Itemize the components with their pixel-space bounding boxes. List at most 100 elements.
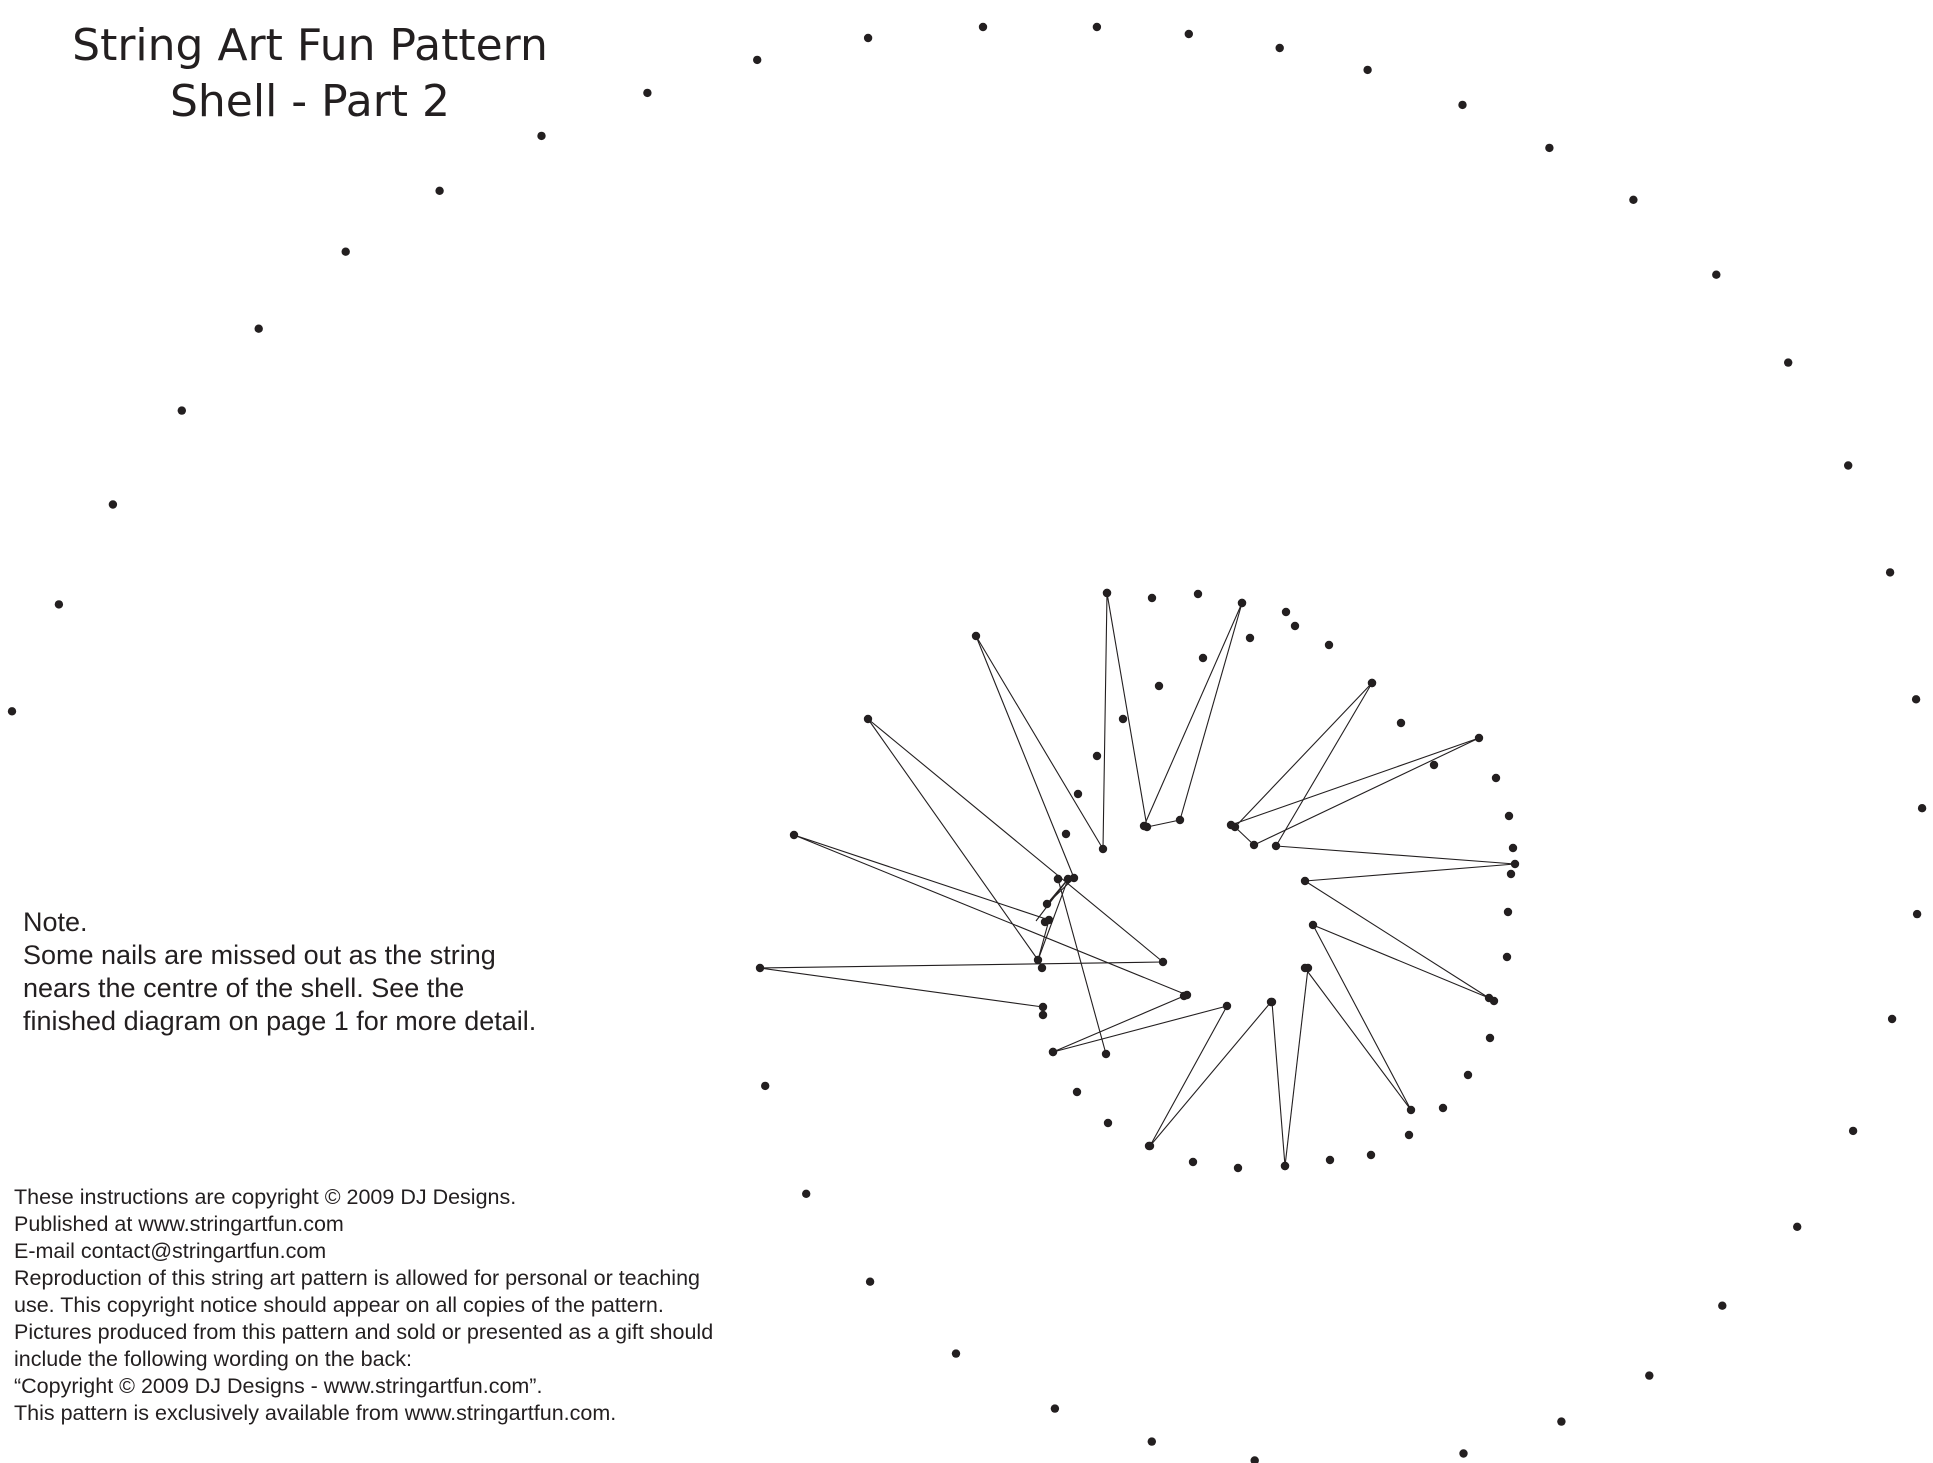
string-line bbox=[1304, 967, 1412, 1111]
copyright-line: These instructions are copyright © 2009 … bbox=[14, 1185, 517, 1209]
inner-nail bbox=[1504, 811, 1514, 821]
copyright-line: Published at www.stringartfun.com bbox=[14, 1212, 344, 1236]
inner-nail bbox=[1366, 1150, 1376, 1160]
string-line bbox=[759, 967, 1044, 1008]
note-line: Some nails are missed out as the string bbox=[23, 940, 496, 970]
inner-nail bbox=[1485, 1033, 1495, 1043]
string-nail bbox=[1158, 957, 1168, 967]
string-nail bbox=[1182, 990, 1192, 1000]
string-nail bbox=[1139, 821, 1149, 831]
string-nail bbox=[1280, 1161, 1290, 1171]
outer-nail bbox=[1557, 1417, 1566, 1426]
string-nail bbox=[1226, 820, 1236, 830]
string-nail bbox=[755, 963, 765, 973]
copyright-line: include the following wording on the bac… bbox=[14, 1347, 413, 1371]
string-nail bbox=[1300, 963, 1310, 973]
string-line bbox=[1179, 602, 1243, 821]
string-line bbox=[793, 834, 1188, 996]
string-lines bbox=[759, 592, 1516, 1167]
string-line bbox=[1046, 878, 1069, 905]
outer-nail bbox=[108, 500, 118, 509]
inner-nail bbox=[1118, 714, 1128, 724]
inner-nail bbox=[1290, 621, 1300, 631]
string-nail bbox=[1406, 1105, 1416, 1115]
note-line: finished diagram on page 1 for more deta… bbox=[23, 1006, 537, 1036]
string-nail bbox=[1237, 598, 1247, 608]
nail-points bbox=[7, 22, 1927, 1463]
string-line bbox=[1284, 967, 1309, 1167]
inner-nail bbox=[1061, 829, 1071, 839]
string-nail bbox=[1053, 874, 1063, 884]
string-nail bbox=[1102, 588, 1112, 598]
string-nail bbox=[1145, 1141, 1155, 1151]
string-nail bbox=[1042, 899, 1052, 909]
string-line bbox=[1037, 919, 1050, 961]
string-nail bbox=[1308, 920, 1318, 930]
outer-nail bbox=[1629, 195, 1638, 204]
copyright-line: “Copyright © 2009 DJ Designs - www.strin… bbox=[14, 1374, 543, 1398]
outer-nail bbox=[1275, 43, 1284, 53]
inner-nail bbox=[1193, 589, 1203, 599]
string-line bbox=[1312, 924, 1412, 1111]
outer-nail bbox=[1887, 1014, 1897, 1024]
title-line-2: Shell - Part 2 bbox=[169, 76, 451, 127]
string-line bbox=[759, 961, 1164, 969]
string-nail bbox=[1038, 1002, 1048, 1012]
outer-nail bbox=[1147, 1437, 1157, 1446]
inner-nail bbox=[1438, 1103, 1448, 1113]
string-line bbox=[1102, 592, 1108, 850]
string-line bbox=[1143, 602, 1243, 827]
inner-nail bbox=[1188, 1157, 1198, 1167]
inner-nail bbox=[1103, 1118, 1113, 1128]
string-line bbox=[1146, 819, 1181, 828]
outer-nail bbox=[254, 324, 263, 333]
outer-nail bbox=[1911, 695, 1921, 704]
copyright-line: This pattern is exclusively available fr… bbox=[14, 1401, 617, 1425]
outer-nail bbox=[802, 1189, 811, 1199]
string-line bbox=[1275, 682, 1373, 847]
outer-nail bbox=[1793, 1222, 1802, 1232]
string-line bbox=[1149, 1001, 1272, 1147]
outer-nail bbox=[761, 1081, 770, 1091]
string-nail bbox=[1101, 1049, 1111, 1059]
note-block: Note. Some nails are missed out as the s… bbox=[23, 906, 613, 1038]
string-line bbox=[1149, 1005, 1228, 1147]
inner-nail bbox=[1508, 843, 1518, 853]
string-line bbox=[975, 635, 1104, 850]
outer-nail bbox=[978, 22, 988, 32]
inner-nail bbox=[1198, 653, 1208, 663]
outer-nail bbox=[1545, 143, 1554, 153]
string-line bbox=[1234, 826, 1255, 846]
string-nail bbox=[971, 631, 981, 641]
inner-nail bbox=[1147, 593, 1157, 603]
outer-nail bbox=[1645, 1371, 1654, 1380]
inner-nail bbox=[1037, 963, 1047, 973]
outer-nail bbox=[341, 247, 350, 256]
outer-nail bbox=[753, 55, 762, 65]
string-nail bbox=[1063, 874, 1073, 884]
string-line bbox=[1275, 845, 1516, 865]
outer-nail bbox=[1459, 1449, 1468, 1458]
string-nail bbox=[1510, 859, 1520, 869]
string-line bbox=[1234, 682, 1373, 828]
string-nail bbox=[789, 830, 799, 840]
string-nail bbox=[1044, 915, 1054, 925]
copyright-line: E-mail contact@stringartfun.com bbox=[14, 1239, 327, 1263]
string-line bbox=[975, 635, 1075, 879]
string-nail bbox=[1484, 993, 1494, 1003]
string-nail bbox=[1266, 997, 1276, 1007]
inner-nail bbox=[1245, 633, 1255, 643]
title-line-1: String Art Fun Pattern bbox=[72, 20, 548, 71]
outer-nail bbox=[1363, 65, 1372, 75]
page-title: String Art Fun Pattern Shell - Part 2 bbox=[60, 18, 560, 130]
outer-nail bbox=[1718, 1301, 1727, 1310]
inner-nail bbox=[1503, 907, 1513, 917]
string-line bbox=[1052, 995, 1185, 1053]
outer-nail bbox=[1848, 1126, 1858, 1136]
inner-nail bbox=[1325, 1155, 1335, 1165]
inner-nail bbox=[1491, 773, 1501, 783]
string-nail bbox=[1175, 815, 1185, 825]
outer-nail bbox=[7, 707, 17, 716]
string-line bbox=[1052, 1005, 1228, 1053]
